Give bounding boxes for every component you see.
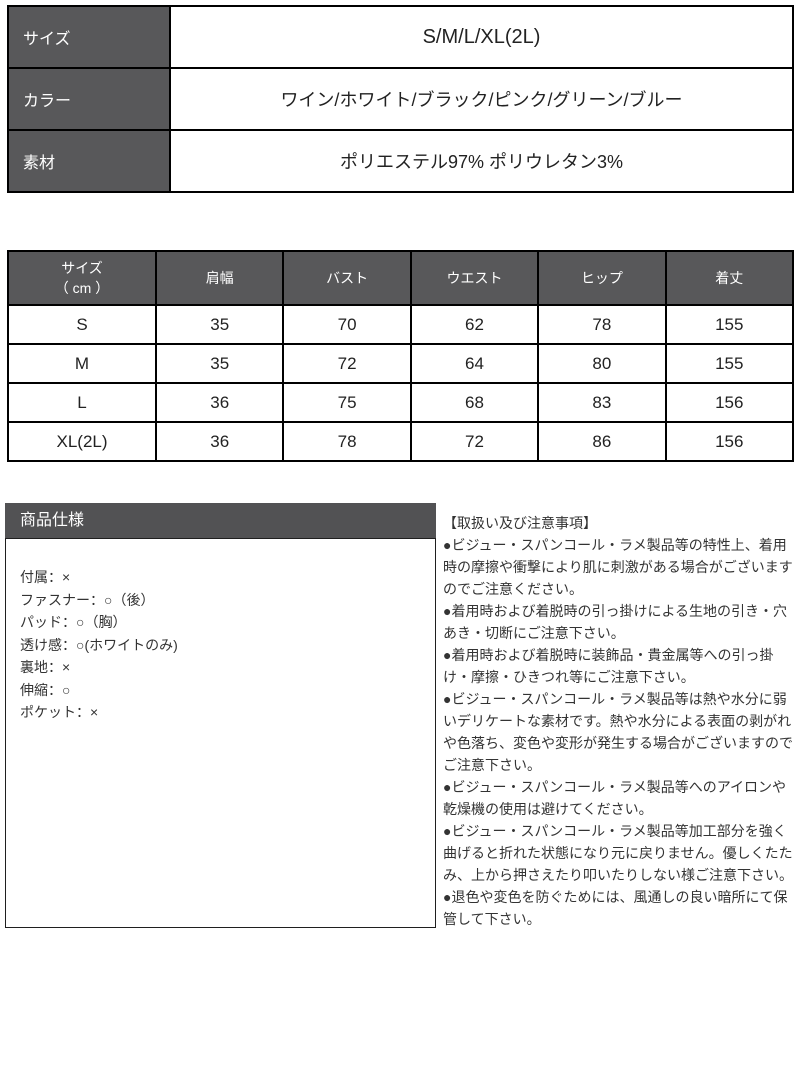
value-cell: 72 bbox=[409, 421, 540, 462]
note-item: ●着用時および着脱時に装飾品・貴金属等への引っ掛け・摩擦・ひきつれ等にご注意下さ… bbox=[443, 647, 774, 685]
spec-label-material: 素材 bbox=[7, 129, 171, 193]
value-cell: 68 bbox=[409, 382, 540, 423]
size-chart-header-waist: ウエスト bbox=[409, 250, 540, 306]
spec-item-pad: パッド：○（胸） bbox=[20, 614, 127, 630]
handling-notes-title: 【取扱い及び注意事項】 bbox=[443, 515, 597, 531]
spec-item-shinshuku: 伸縮：○ bbox=[20, 681, 71, 698]
value-cell: 62 bbox=[409, 304, 540, 345]
size-chart-header-size-cm: サイズ （ cm ） bbox=[7, 250, 157, 306]
value-cell: 36 bbox=[154, 382, 285, 423]
size-cell: M bbox=[7, 343, 157, 384]
value-cell: 78 bbox=[282, 421, 412, 462]
value-cell: 75 bbox=[282, 382, 412, 423]
header-size-line1: サイズ bbox=[61, 260, 103, 276]
note-item: ●ビジュー・スパンコール・ラメ製品等加工部分を強く曲げると折れた状態になり元に戻… bbox=[443, 823, 793, 883]
table-row: サイズ S/M/L/XL(2L) bbox=[7, 5, 794, 69]
value-cell: 35 bbox=[154, 304, 285, 345]
table-row: 素材 ポリエステル97% ポリウレタン3% bbox=[7, 129, 794, 193]
size-chart-header-bust: バスト bbox=[282, 250, 412, 306]
table-row: S 35 70 62 78 155 bbox=[7, 304, 795, 345]
value-cell: 78 bbox=[537, 304, 667, 345]
value-cell: 36 bbox=[154, 421, 285, 462]
value-cell: 155 bbox=[664, 304, 795, 345]
spec-table: サイズ S/M/L/XL(2L) カラー ワイン/ホワイト/ブラック/ピンク/グ… bbox=[7, 5, 794, 193]
size-cell: L bbox=[7, 382, 157, 423]
handling-notes: 【取扱い及び注意事項】 ●ビジュー・スパンコール・ラメ製品等の特性上、着用時の摩… bbox=[443, 512, 797, 930]
size-chart-header-length: 着丈 bbox=[664, 250, 795, 306]
spec-label-color: カラー bbox=[7, 67, 171, 131]
spec-value-color: ワイン/ホワイト/ブラック/ピンク/グリーン/ブルー bbox=[169, 67, 794, 131]
size-cell: S bbox=[7, 304, 157, 345]
value-cell: 83 bbox=[537, 382, 667, 423]
value-cell: 35 bbox=[154, 343, 285, 384]
size-cell: XL(2L) bbox=[7, 421, 157, 462]
value-cell: 80 bbox=[537, 343, 667, 384]
spec-item-fuzoku: 付属：× bbox=[20, 569, 71, 585]
note-item: ●退色や変色を防ぐためには、風通しの良い暗所にて保管して下さい。 bbox=[443, 889, 788, 927]
table-row: カラー ワイン/ホワイト/ブラック/ピンク/グリーン/ブルー bbox=[7, 67, 794, 131]
spec-item-pocket: ポケット：× bbox=[20, 704, 99, 720]
size-chart-table: サイズ （ cm ） 肩幅 バスト ウエスト ヒップ 着丈 S 35 70 62… bbox=[7, 250, 795, 462]
product-spec-box: 付属：× ファスナー：○（後） パッド：○（胸） 透け感：○(ホワイトのみ) 裏… bbox=[5, 538, 436, 928]
size-chart-header-hip: ヒップ bbox=[537, 250, 667, 306]
table-row: L 36 75 68 83 156 bbox=[7, 382, 795, 423]
value-cell: 86 bbox=[537, 421, 667, 462]
note-item: ●着用時および着脱時の引っ掛けによる生地の引き・穴あき・切断にご注意下さい。 bbox=[443, 603, 788, 641]
table-row: XL(2L) 36 78 72 86 156 bbox=[7, 421, 795, 462]
product-spec-header: 商品仕様 bbox=[5, 503, 436, 538]
value-cell: 72 bbox=[282, 343, 412, 384]
value-cell: 155 bbox=[664, 343, 795, 384]
size-chart-header-shoulder: 肩幅 bbox=[154, 250, 285, 306]
size-chart-header-row: サイズ （ cm ） 肩幅 バスト ウエスト ヒップ 着丈 bbox=[7, 250, 795, 306]
spec-item-fastener: ファスナー：○（後） bbox=[20, 591, 155, 608]
table-row: M 35 72 64 80 155 bbox=[7, 343, 795, 384]
header-size-line2: （ cm ） bbox=[54, 280, 110, 296]
value-cell: 70 bbox=[282, 304, 412, 345]
value-cell: 156 bbox=[664, 382, 795, 423]
spec-value-material: ポリエステル97% ポリウレタン3% bbox=[169, 129, 794, 193]
note-item: ●ビジュー・スパンコール・ラメ製品等の特性上、着用時の摩擦や衝撃により肌に刺激が… bbox=[443, 537, 793, 597]
spec-value-size: S/M/L/XL(2L) bbox=[169, 5, 794, 69]
value-cell: 64 bbox=[409, 343, 540, 384]
spec-item-sukekan: 透け感：○(ホワイトのみ) bbox=[20, 636, 178, 653]
spec-label-size: サイズ bbox=[7, 5, 171, 69]
note-item: ●ビジュー・スパンコール・ラメ製品等は熱や水分に弱いデリケートな素材です。熱や水… bbox=[443, 691, 793, 773]
spec-item-uraji: 裏地：× bbox=[20, 659, 71, 675]
note-item: ●ビジュー・スパンコール・ラメ製品等へのアイロンや乾燥機の使用は避けてください。 bbox=[443, 779, 787, 817]
value-cell: 156 bbox=[664, 421, 795, 462]
